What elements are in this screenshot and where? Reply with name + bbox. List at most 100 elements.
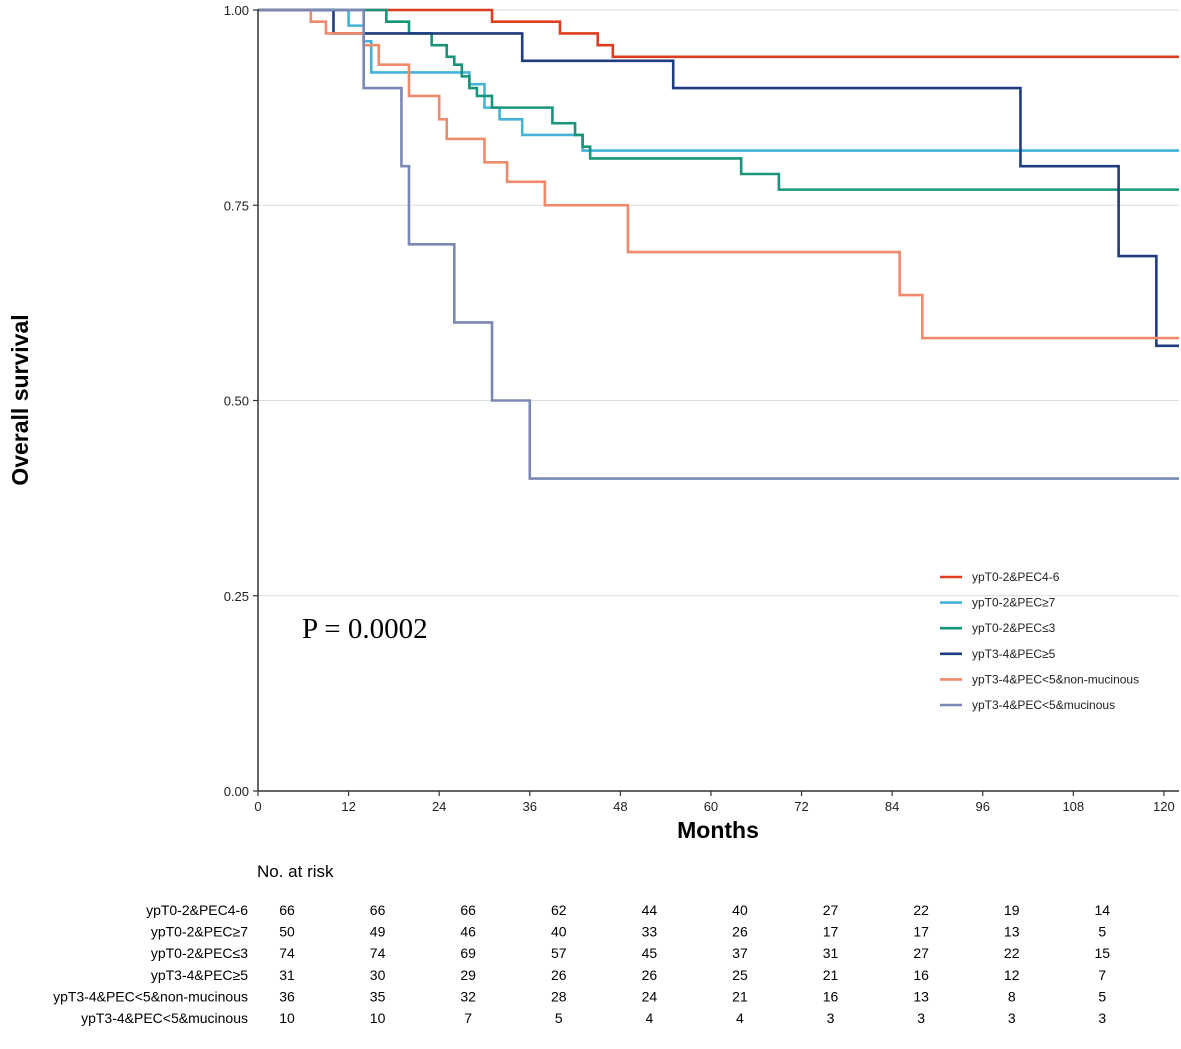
risk-table: ypT0-2&PEC4-66666666244402722191411ypT0-… <box>53 902 1111 1026</box>
risk-value-3-8: 12 <box>1004 967 1020 983</box>
risk-value-2-2: 69 <box>460 945 476 961</box>
risk-value-1-3: 40 <box>551 924 567 940</box>
y-tick-label-4: 1.00 <box>224 3 249 18</box>
x-tick-label-1: 12 <box>341 799 355 814</box>
risk-value-5-1: 10 <box>370 1010 386 1026</box>
risk-value-3-4: 26 <box>642 967 658 983</box>
x-tick-label-0: 0 <box>254 799 261 814</box>
risk-row-label-2: ypT0-2&PEC≤3 <box>151 945 248 961</box>
risk-value-1-1: 49 <box>370 924 386 940</box>
risk-value-5-3: 5 <box>555 1010 563 1026</box>
risk-value-5-0: 10 <box>279 1010 295 1026</box>
risk-value-2-4: 45 <box>642 945 658 961</box>
risk-value-4-3: 28 <box>551 988 567 1004</box>
risk-row-label-0: ypT0-2&PEC4-6 <box>146 902 248 918</box>
risk-value-3-3: 26 <box>551 967 567 983</box>
risk-value-0-0: 66 <box>279 902 295 918</box>
risk-value-1-7: 17 <box>913 924 929 940</box>
legend-label-1: ypT0-2&PEC≥7 <box>972 596 1056 610</box>
risk-value-4-4: 24 <box>642 988 658 1004</box>
x-tick-label-3: 36 <box>523 799 537 814</box>
risk-row-label-1: ypT0-2&PEC≥7 <box>151 924 248 940</box>
x-tick-label-9: 108 <box>1062 799 1084 814</box>
risk-value-1-5: 26 <box>732 924 748 940</box>
x-tick-label-6: 72 <box>794 799 808 814</box>
risk-value-0-5: 40 <box>732 902 748 918</box>
risk-value-5-4: 4 <box>645 1010 653 1026</box>
risk-value-2-5: 37 <box>732 945 748 961</box>
risk-value-4-8: 8 <box>1008 988 1016 1004</box>
x-tick-label-7: 84 <box>885 799 899 814</box>
risk-value-5-8: 3 <box>1008 1010 1016 1026</box>
risk-value-4-6: 16 <box>823 988 839 1004</box>
legend: ypT0-2&PEC4-6 ypT0-2&PEC≥7 ypT0-2&PEC≤3 ypT… <box>940 570 1139 712</box>
risk-value-4-5: 21 <box>732 988 748 1004</box>
risk-value-1-8: 13 <box>1004 924 1020 940</box>
risk-row-label-3: ypT3-4&PEC≥5 <box>151 967 248 983</box>
risk-value-2-9: 15 <box>1095 945 1111 961</box>
legend-label-4: ypT3-4&PEC<5&non-mucinous <box>972 672 1139 686</box>
risk-value-1-2: 46 <box>460 924 476 940</box>
risk-value-5-9: 3 <box>1098 1010 1106 1026</box>
x-axis-title: Months <box>677 817 759 843</box>
risk-row-label-4: ypT3-4&PEC<5&non-mucinous <box>53 988 248 1004</box>
series-line-1 <box>258 8 1179 152</box>
y-tick-label-2: 0.50 <box>224 394 249 409</box>
x-tick-label-2: 24 <box>432 799 446 814</box>
axes: 0.00 0.25 0.50 0.75 1.00 0 12 24 36 48 60 72 84 96 108… <box>224 3 1179 814</box>
risk-value-2-0: 74 <box>279 945 295 961</box>
risk-value-2-7: 27 <box>913 945 929 961</box>
risk-value-4-9: 5 <box>1098 988 1106 1004</box>
risk-value-1-6: 17 <box>823 924 839 940</box>
risk-value-2-6: 31 <box>823 945 839 961</box>
risk-value-3-5: 25 <box>732 967 748 983</box>
risk-row-label-5: ypT3-4&PEC<5&mucinous <box>81 1010 248 1026</box>
risk-value-2-8: 22 <box>1004 945 1020 961</box>
p-value-annotation: P = 0.0002 <box>302 613 428 645</box>
risk-value-4-2: 32 <box>460 988 476 1004</box>
risk-value-0-6: 27 <box>823 902 839 918</box>
risk-value-4-0: 36 <box>279 988 295 1004</box>
risk-value-1-4: 33 <box>642 924 658 940</box>
risk-value-0-2: 66 <box>460 902 476 918</box>
risk-value-5-7: 3 <box>917 1010 925 1026</box>
risk-value-3-6: 21 <box>823 967 839 983</box>
risk-value-3-0: 31 <box>279 967 295 983</box>
legend-label-5: ypT3-4&PEC<5&mucinous <box>972 698 1115 712</box>
risk-value-3-2: 29 <box>460 967 476 983</box>
risk-value-2-1: 74 <box>370 945 386 961</box>
y-tick-label-1: 0.25 <box>224 589 249 604</box>
risk-value-5-6: 3 <box>827 1010 835 1026</box>
x-tick-label-4: 48 <box>613 799 627 814</box>
risk-value-5-5: 4 <box>736 1010 744 1026</box>
risk-value-4-1: 35 <box>370 988 386 1004</box>
risk-value-3-7: 16 <box>913 967 929 983</box>
y-tick-label-3: 0.75 <box>224 198 249 213</box>
legend-label-2: ypT0-2&PEC≤3 <box>972 621 1056 635</box>
risk-value-3-9: 7 <box>1098 967 1106 983</box>
risk-value-1-0: 50 <box>279 924 295 940</box>
risk-value-5-2: 7 <box>464 1010 472 1026</box>
series-line-3 <box>258 8 1179 348</box>
series-line-5 <box>258 8 1179 480</box>
risk-value-0-1: 66 <box>370 902 386 918</box>
legend-label-0: ypT0-2&PEC4-6 <box>972 570 1060 584</box>
x-tick-label-5: 60 <box>704 799 718 814</box>
risk-value-2-3: 57 <box>551 945 567 961</box>
x-tick-label-10: 120 <box>1153 799 1175 814</box>
series-line-2 <box>258 8 1179 191</box>
survival-curves <box>258 8 1179 480</box>
risk-value-0-7: 22 <box>913 902 929 918</box>
risk-value-0-3: 62 <box>551 902 567 918</box>
y-axis-title: Overall survival <box>7 314 33 485</box>
y-tick-label-0: 0.00 <box>224 784 249 799</box>
series-line-0 <box>258 8 1179 59</box>
risk-value-3-1: 30 <box>370 967 386 983</box>
legend-label-3: ypT3-4&PEC≥5 <box>972 647 1056 661</box>
series-line-4 <box>258 8 1179 340</box>
risk-table-title: No. at risk <box>257 862 334 881</box>
risk-value-0-9: 14 <box>1095 902 1111 918</box>
risk-value-4-7: 13 <box>913 988 929 1004</box>
risk-value-1-9: 5 <box>1098 924 1106 940</box>
